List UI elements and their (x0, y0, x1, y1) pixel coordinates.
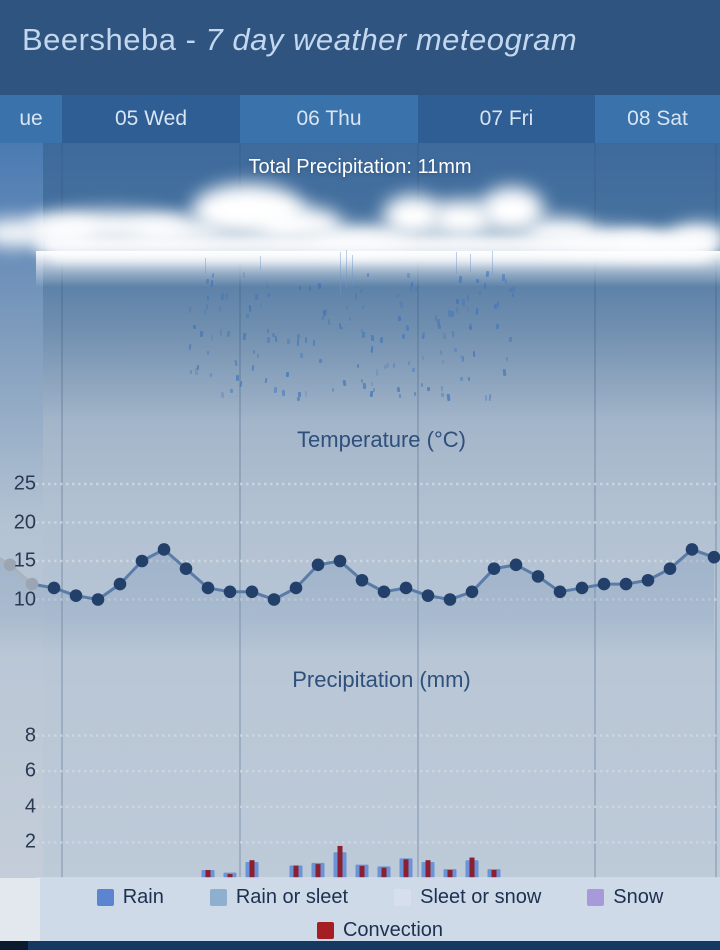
total-precipitation-label: Total Precipitation: 11mm (248, 156, 472, 178)
legend-item-rain: Rain (96, 886, 164, 909)
legend-label: Sleet or snow (420, 886, 542, 908)
legend-label: Rain or sleet (235, 886, 349, 908)
page-title: Beersheba - 7 day weather meteogram (0, 0, 720, 58)
tab-05-wed[interactable]: 05 Wed (62, 95, 240, 143)
precip-tick-8: 8 (24, 724, 36, 747)
tab-08-sat[interactable]: 08 Sat (595, 95, 720, 143)
legend-label: Rain (122, 886, 164, 908)
day-tab-bar: ue 05 Wed 06 Thu 07 Fri 08 Sat (0, 95, 720, 143)
precip-tick-4: 4 (24, 795, 36, 818)
temp-tick-10: 10 (13, 588, 36, 610)
snow-swatch-icon (587, 889, 605, 906)
bottom-bar (0, 941, 720, 950)
precip-tick-2: 2 (24, 830, 36, 853)
legend-label: Convection (342, 919, 444, 941)
legend-item-convection: Convection (316, 919, 444, 942)
temp-tick-20: 20 (13, 511, 36, 533)
rain-or-sleet-swatch-icon (209, 889, 227, 906)
legend-row-1: Rain Rain or sleet Sleet or snow Snow (40, 886, 720, 909)
meteogram-chart: Total Precipitation: 11mm Temperature (°… (0, 143, 720, 878)
meteogram-plot (0, 143, 720, 878)
title-subtitle: 7 day weather meteogram (205, 22, 578, 57)
bottom-bar-accent (0, 941, 28, 950)
legend-row-2: Convection (40, 919, 720, 942)
legend-item-sleet-or-snow: Sleet or snow (394, 886, 541, 909)
temp-tick-15: 15 (13, 549, 36, 572)
tab-07-fri[interactable]: 07 Fri (418, 95, 595, 143)
title-separator: - (176, 22, 206, 57)
legend: Rain Rain or sleet Sleet or snow Snow Conve… (0, 878, 720, 941)
location-name: Beersheba (22, 22, 177, 57)
precipitation-title: Precipitation (mm) (292, 667, 471, 692)
temperature-title: Temperature (°C) (297, 427, 466, 452)
tab-ue[interactable]: ue (0, 95, 62, 143)
convection-swatch-icon (316, 922, 334, 939)
legend-label: Snow (613, 886, 664, 908)
temp-tick-25: 25 (13, 472, 36, 495)
legend-item-snow: Snow (587, 886, 663, 909)
rain-swatch-icon (96, 889, 114, 906)
y-axis-margin (0, 143, 43, 878)
app-header: Beersheba - 7 day weather meteogram (0, 0, 720, 95)
tab-06-thu[interactable]: 06 Thu (240, 95, 418, 143)
precip-tick-6: 6 (24, 759, 36, 782)
legend-left-strip (0, 878, 40, 941)
legend-item-rain-or-sleet: Rain or sleet (209, 886, 349, 909)
sleet-or-snow-swatch-icon (394, 889, 412, 906)
